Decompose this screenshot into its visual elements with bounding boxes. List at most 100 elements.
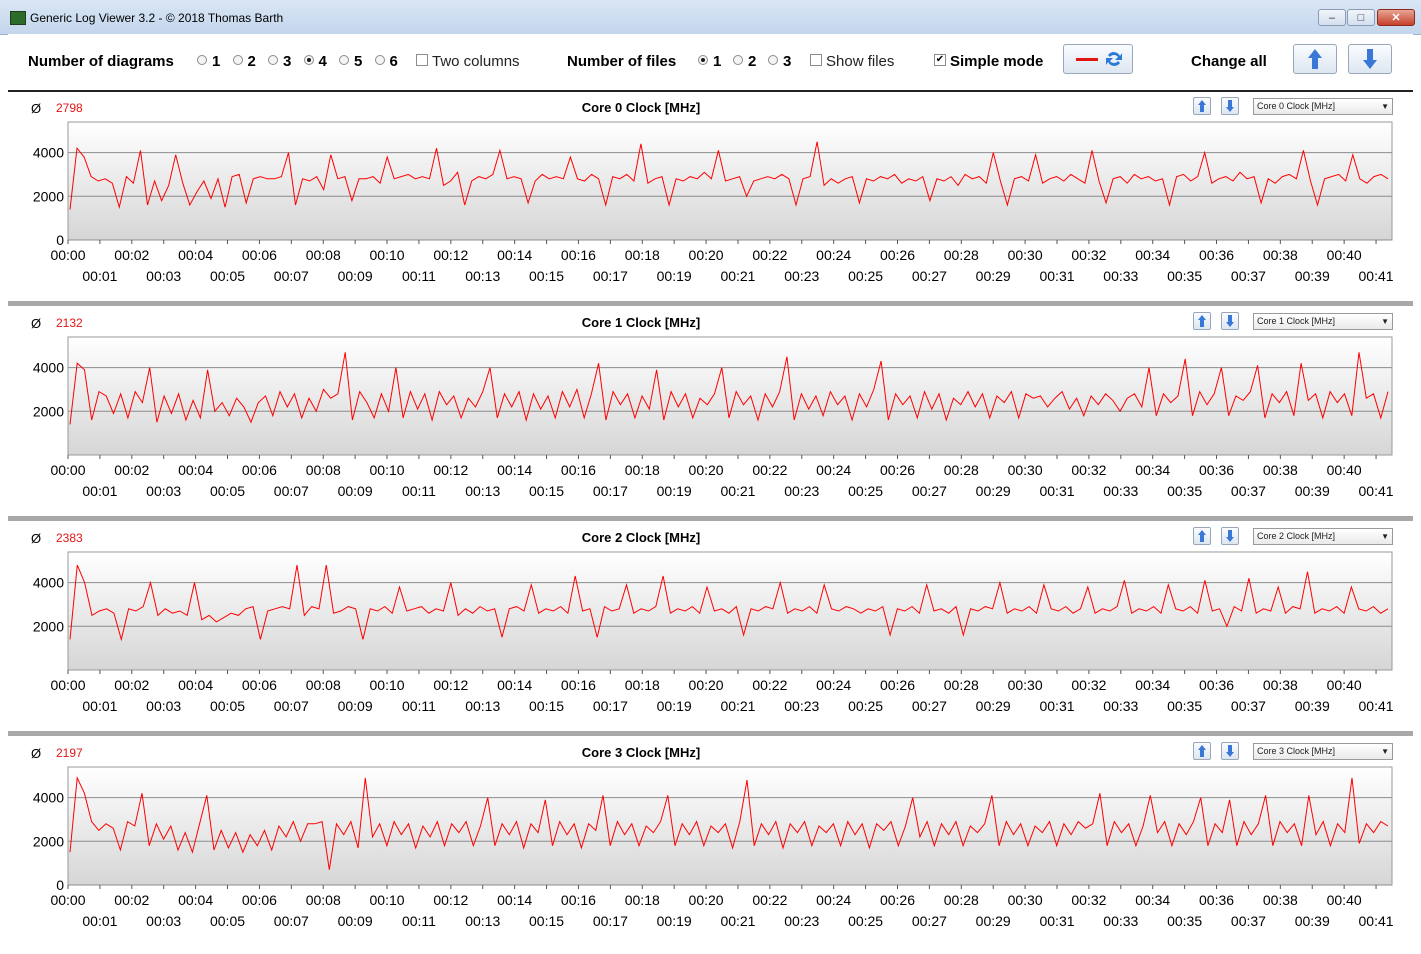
maximize-button[interactable]: □ — [1347, 9, 1375, 26]
x-tick-label: 00:37 — [1231, 268, 1266, 284]
move-diagram-down-button[interactable] — [1221, 742, 1239, 760]
x-tick-label: 00:16 — [561, 247, 596, 263]
x-tick-label: 00:27 — [912, 483, 947, 499]
x-tick-label: 00:25 — [848, 483, 883, 499]
x-tick-label: 00:19 — [657, 913, 692, 929]
x-tick-label: 00:10 — [370, 892, 405, 908]
x-tick-label: 00:35 — [1167, 698, 1202, 714]
change-all-down-button[interactable] — [1348, 44, 1392, 74]
x-tick-label: 00:08 — [306, 462, 341, 478]
x-tick-label: 00:05 — [210, 268, 245, 284]
two-columns-checkbox[interactable] — [416, 54, 428, 66]
y-tick-label: 4000 — [33, 790, 64, 806]
average-symbol: Ø — [31, 101, 42, 116]
x-tick-label: 00:01 — [82, 483, 117, 499]
x-tick-label: 00:06 — [242, 462, 277, 478]
x-tick-label: 00:39 — [1295, 913, 1330, 929]
x-tick-label: 00:01 — [82, 268, 117, 284]
series-line — [69, 352, 1389, 425]
move-diagram-up-button[interactable] — [1193, 97, 1211, 115]
series-line — [69, 141, 1389, 210]
value-selector-text: Core 2 Clock [MHz] — [1257, 531, 1336, 541]
simple-mode-checkbox[interactable]: ✔ — [934, 54, 946, 66]
x-tick-label: 00:24 — [816, 892, 851, 908]
diagrams-radio-label: 1 — [212, 53, 221, 70]
series-line — [69, 564, 1389, 642]
value-selector[interactable]: Core 2 Clock [MHz] ▼ — [1253, 528, 1393, 545]
files-radio-1[interactable] — [698, 55, 708, 65]
x-tick-label: 00:22 — [752, 462, 787, 478]
x-tick-label: 00:30 — [1008, 247, 1043, 263]
y-tick-label: 2000 — [33, 403, 64, 419]
x-tick-label: 00:16 — [561, 677, 596, 693]
plot-area — [67, 336, 1393, 456]
chart-title: Core 2 Clock [MHz] — [581, 530, 701, 545]
x-tick-label: 00:16 — [561, 892, 596, 908]
arrow-down-icon — [1226, 530, 1234, 542]
value-selector-text: Core 1 Clock [MHz] — [1257, 316, 1336, 326]
chart-plot: 4000 2000 00:00 00:01 00:02 00:03 00:04 00:05 00… — [33, 551, 1394, 714]
move-diagram-up-button[interactable] — [1193, 742, 1211, 760]
x-tick-label: 00:38 — [1263, 677, 1298, 693]
x-tick-label: 00:08 — [306, 247, 341, 263]
x-tick-label: 00:04 — [178, 247, 213, 263]
x-tick-label: 00:03 — [146, 913, 181, 929]
diagrams-radio-3[interactable] — [268, 55, 278, 65]
arrow-up-icon — [1198, 315, 1206, 327]
change-all-up-button[interactable] — [1293, 44, 1337, 74]
move-diagram-down-button[interactable] — [1221, 97, 1239, 115]
x-tick-label: 00:03 — [146, 483, 181, 499]
diagrams-radio-1[interactable] — [197, 55, 207, 65]
minimize-button[interactable]: – — [1318, 9, 1346, 26]
x-tick-label: 00:34 — [1135, 892, 1170, 908]
x-tick-label: 00:01 — [82, 698, 117, 714]
move-diagram-up-button[interactable] — [1193, 527, 1211, 545]
x-tick-label: 00:39 — [1295, 268, 1330, 284]
close-button[interactable]: ✕ — [1377, 9, 1415, 26]
x-tick-label: 00:40 — [1327, 677, 1362, 693]
x-tick-label: 00:05 — [210, 913, 245, 929]
panel-splitter[interactable] — [8, 516, 1413, 521]
x-tick-label: 00:33 — [1103, 483, 1138, 499]
diagrams-radio-5[interactable] — [339, 55, 349, 65]
x-tick-label: 00:40 — [1327, 892, 1362, 908]
average-symbol: Ø — [31, 746, 42, 761]
diagrams-radio-4[interactable] — [303, 55, 314, 65]
average-value: 2798 — [56, 101, 83, 115]
x-tick-label: 00:19 — [657, 698, 692, 714]
value-selector[interactable]: Core 1 Clock [MHz] ▼ — [1253, 313, 1393, 330]
line-style-refresh-button[interactable] — [1063, 44, 1133, 74]
files-radio-2[interactable] — [733, 55, 743, 65]
value-selector[interactable]: Core 3 Clock [MHz] ▼ — [1253, 743, 1393, 760]
x-tick-label: 00:07 — [274, 698, 309, 714]
x-tick-label: 00:18 — [625, 462, 660, 478]
x-tick-label: 00:11 — [402, 913, 436, 929]
x-tick-label: 00:19 — [657, 268, 692, 284]
panel-splitter[interactable] — [8, 301, 1413, 306]
x-tick-label: 00:03 — [146, 698, 181, 714]
x-tick-label: 00:38 — [1263, 462, 1298, 478]
files-radio-3[interactable] — [768, 55, 778, 65]
x-tick-label: 00:20 — [689, 677, 724, 693]
x-tick-label: 00:13 — [465, 268, 500, 284]
move-diagram-down-button[interactable] — [1221, 312, 1239, 330]
diagrams-radio-6[interactable] — [374, 55, 385, 65]
x-tick-label: 00:09 — [338, 698, 373, 714]
panel-splitter[interactable] — [8, 731, 1413, 736]
x-tick-label: 00:21 — [720, 698, 755, 714]
diagrams-radio-2[interactable] — [232, 55, 243, 65]
show-files-checkbox[interactable] — [810, 54, 822, 66]
x-tick-label: 00:29 — [976, 698, 1011, 714]
x-tick-label: 00:23 — [784, 268, 819, 284]
move-diagram-up-button[interactable] — [1193, 312, 1211, 330]
x-tick-label: 00:00 — [50, 247, 85, 263]
move-diagram-down-button[interactable] — [1221, 527, 1239, 545]
value-selector[interactable]: Core 0 Clock [MHz] ▼ — [1253, 98, 1393, 115]
x-tick-label: 00:22 — [752, 892, 787, 908]
dropdown-arrow-icon: ▼ — [1381, 747, 1389, 756]
diagram-panel: Ø 2197 Core 3 Clock [MHz] Core 3 Clock [MHz… — [8, 737, 1413, 946]
plot-area — [67, 551, 1393, 671]
chart-plot: 4000 2000 000:00 00:01 00:02 00:03 00:04 00:05 0… — [33, 766, 1394, 929]
x-tick-label: 00:25 — [848, 698, 883, 714]
average-symbol: Ø — [31, 531, 42, 546]
